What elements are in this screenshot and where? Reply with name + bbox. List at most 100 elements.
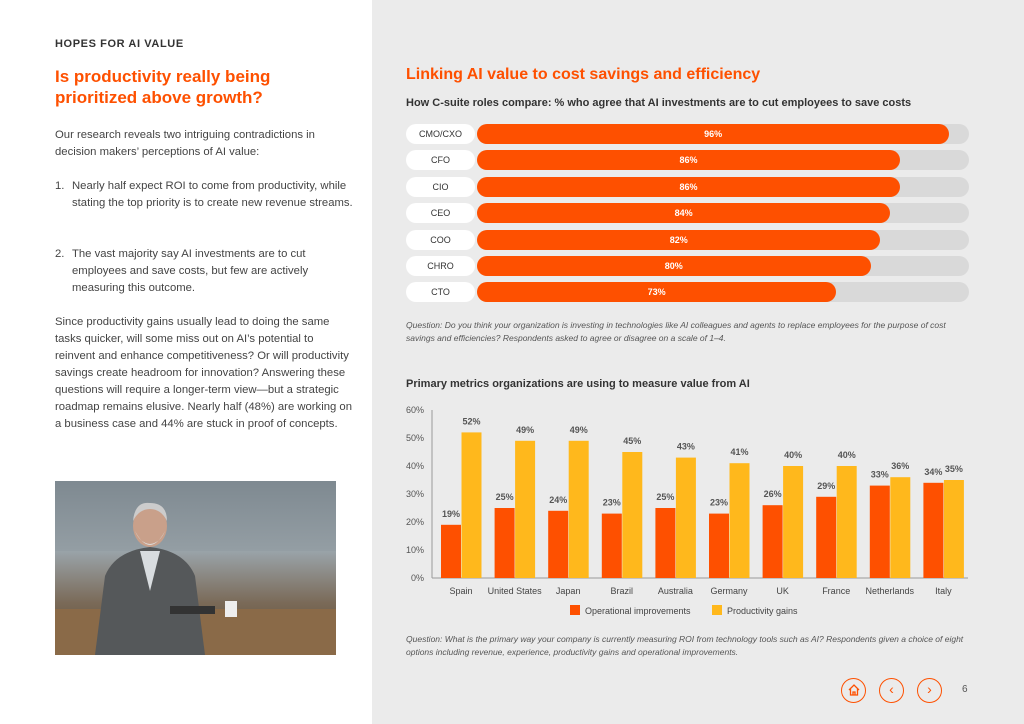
role-label: CHRO [406,256,475,276]
bar-operational [869,485,890,578]
data-label: 34% [924,467,942,477]
bar-productivity [943,480,964,578]
data-label: 40% [838,450,856,460]
list-number: 2. [55,248,65,260]
role-label: COO [406,229,475,250]
legend-swatch [570,605,580,615]
data-label: 24% [549,495,567,505]
y-tick-label: 20% [406,517,424,527]
data-label: 23% [603,498,621,508]
data-label: 25% [496,492,514,502]
home-icon [848,684,859,696]
x-tick-label: Italy [935,586,952,596]
x-tick-label: UK [776,586,789,596]
role-label: CMO/CXO [406,124,475,144]
bar-fill: 73% [477,282,837,303]
bar-track: 84% [477,203,969,224]
x-tick-label: Japan [556,586,581,596]
list-item: 2. The vast majority say AI investments a… [55,246,355,297]
data-label: 25% [656,492,674,502]
data-label: 36% [891,461,909,471]
bar-operational [494,508,515,578]
chart2-title: Primary metrics organizations are using … [406,378,750,390]
chevron-right-icon: › [927,681,932,697]
data-label: 49% [570,425,588,435]
body-paragraph: Since productivity gains usually lead to… [55,316,352,430]
page-title: Is productivity really being prioritized… [55,67,271,107]
bar-operational [548,510,569,578]
data-label: 40% [784,450,802,460]
bar-track: 82% [477,229,969,250]
x-tick-label: Netherlands [866,586,915,596]
list-text: The vast majority say AI investments are… [72,248,309,294]
bar-operational [709,513,729,578]
bar-fill: 96% [477,124,950,144]
section-title: Linking AI value to cost savings and eff… [406,66,761,83]
metrics-bar-chart: 0% 10% 20% 30% 40% 50% 60% 19% 52% Spain 25% 49% Uni… [406,405,968,616]
chevron-left-icon: ‹ [889,681,894,697]
bar-fill: 84% [477,203,891,224]
bar-productivity [890,477,911,578]
data-label: 35% [945,464,963,474]
data-label: 49% [516,425,534,435]
home-button[interactable] [841,678,866,703]
x-tick-label: France [822,586,850,596]
bar-productivity [461,432,482,578]
right-panel [372,0,1024,724]
y-tick-label: 10% [406,545,424,555]
bar-fill: 86% [477,150,901,171]
role-label: CEO [406,203,475,224]
bar-track: 80% [477,256,969,276]
bar-productivity [729,463,750,578]
chart1-title: How C-suite roles compare: % who agree t… [406,97,912,109]
bar-track: 86% [477,150,969,171]
list-number: 1. [55,180,65,192]
legend-label: Operational improvements [585,606,691,616]
bar-operational [816,496,837,578]
role-bar-row: CIO 86% [406,176,969,197]
role-bar-row: CEO 84% [406,203,969,224]
bar-operational [655,508,676,578]
chart2-question: Question: What is the primary way your c… [406,634,964,657]
bar-productivity [836,466,857,578]
role-bar-row: CFO 86% [406,150,969,171]
next-page-button[interactable]: › [917,678,942,703]
bar-productivity [568,440,589,578]
previous-page-button[interactable]: ‹ [879,678,904,703]
x-tick-label: United States [488,586,543,596]
legend-swatch [712,605,722,615]
x-tick-label: Brazil [611,586,634,596]
list-text: Nearly half expect ROI to come from prod… [72,180,353,209]
businessman-photo [55,481,336,655]
chart1-question: Question: Do you think your organization… [406,320,946,343]
data-label: 19% [442,509,460,519]
bar-productivity [622,452,643,578]
role-bar-row: CMO/CXO 96% [406,124,969,144]
bar-operational [601,513,622,578]
bar-productivity [515,440,536,578]
bar-track: 86% [477,176,969,197]
page-number: 6 [962,684,968,695]
y-tick-label: 30% [406,489,424,499]
y-tick-label: 60% [406,405,424,415]
role-bar-row: CTO 73% [406,282,969,303]
x-tick-label: Germany [710,586,748,596]
data-label: 41% [730,447,748,457]
data-label: 52% [462,416,480,426]
data-label: 26% [764,489,782,499]
role-label: CTO [406,282,475,303]
y-tick-label: 40% [406,461,424,471]
bar-operational [923,482,944,578]
role-bar-row: CHRO 80% [406,256,969,276]
x-tick-label: Australia [658,586,693,596]
data-label: 33% [871,470,889,480]
data-label: 43% [677,442,695,452]
section-eyebrow: HOPES FOR AI VALUE [55,38,184,50]
bar-track: 96% [477,124,969,144]
list-item: 1. Nearly half expect ROI to come from pr… [55,178,355,212]
bar-fill: 82% [477,229,881,250]
role-label: CIO [406,176,475,197]
intro-text: Our research reveals two intriguing cont… [55,129,315,158]
bar-track: 73% [477,282,969,303]
data-label: 23% [710,498,728,508]
